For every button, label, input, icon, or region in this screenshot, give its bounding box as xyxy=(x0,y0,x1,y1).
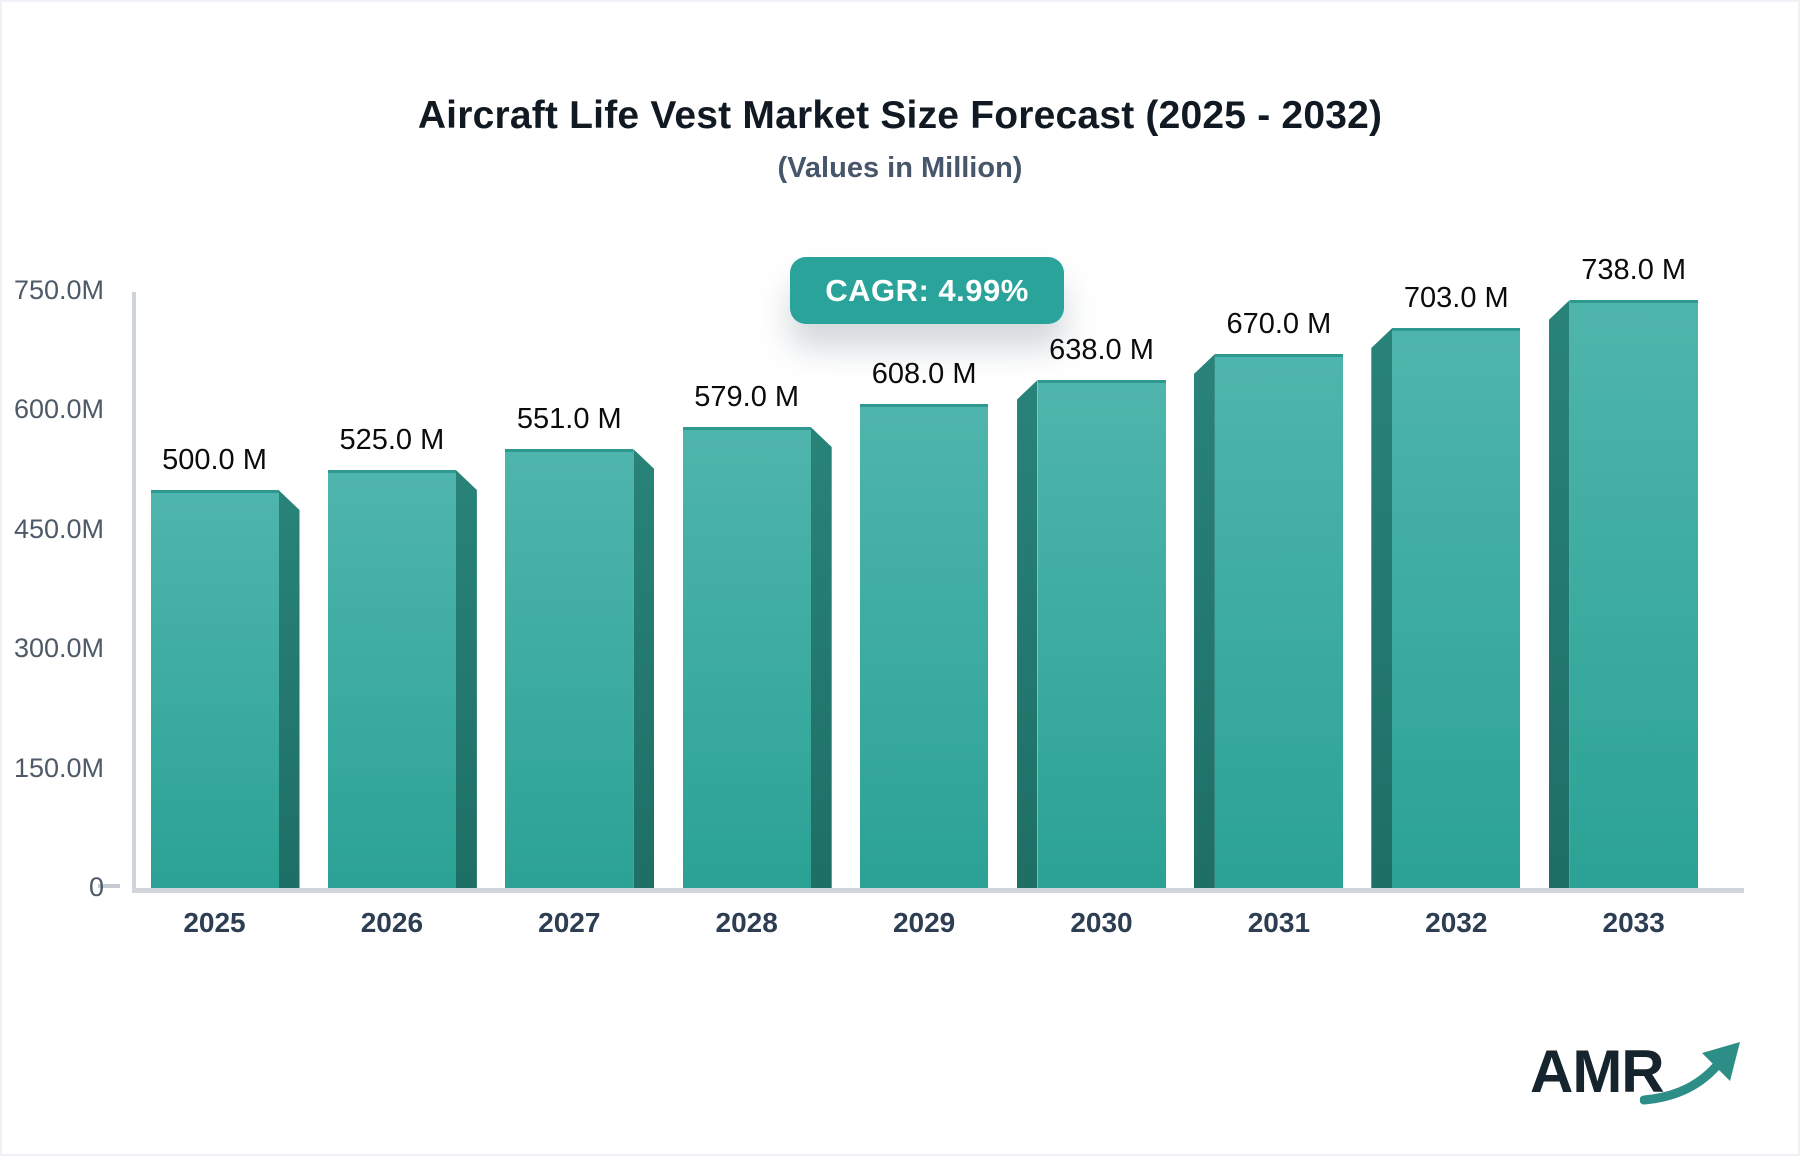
amr-logo: AMR xyxy=(1530,1038,1744,1105)
bar-value-label: 738.0 M xyxy=(1581,254,1687,286)
x-axis-baseline xyxy=(132,888,1744,893)
y-axis-tick-label: 750.0M xyxy=(13,274,104,305)
bar-3d-side xyxy=(1548,300,1570,888)
x-axis-tick-label: 2025 xyxy=(183,907,246,938)
zero-tick-mark xyxy=(98,884,120,888)
bar-2030[interactable] xyxy=(1037,380,1166,888)
chart-title: Aircraft Life Vest Market Size Forecast … xyxy=(417,94,1383,137)
bar-value-label: 638.0 M xyxy=(1049,334,1154,366)
bar-value-label: 500.0 M xyxy=(162,444,267,476)
x-axis-tick-label: 2026 xyxy=(360,907,424,938)
bar-2033[interactable] xyxy=(1569,300,1698,888)
bar-3d-side xyxy=(633,449,655,888)
bar-3d-side xyxy=(1193,354,1215,888)
cagr-badge: CAGR: 4.99% xyxy=(790,257,1064,324)
growth-arrow-icon xyxy=(1639,1042,1740,1105)
y-axis-tick-label: 450.0M xyxy=(13,513,104,544)
y-axis-tick-label: 0 xyxy=(88,872,104,902)
chart-subtitle: (Values in Million) xyxy=(777,152,1023,184)
bar-3d-side xyxy=(810,427,832,888)
x-axis-tick-label: 2028 xyxy=(715,907,778,938)
bar-value-label: 703.0 M xyxy=(1403,282,1509,314)
bar-3d-side xyxy=(455,470,477,888)
bar-3d-side xyxy=(278,490,300,888)
y-axis-line xyxy=(132,292,136,888)
x-axis-tick-label: 2031 xyxy=(1247,907,1311,938)
bar-value-label: 670.0 M xyxy=(1226,308,1332,340)
x-axis-tick-label: 2033 xyxy=(1602,907,1665,938)
bar-2032[interactable] xyxy=(1392,328,1521,888)
bar-2027[interactable] xyxy=(505,449,634,888)
amr-logo-text: AMR xyxy=(1530,1038,1665,1105)
y-axis-tick-label: 150.0M xyxy=(13,752,104,783)
bar-3d-side xyxy=(1371,328,1393,888)
bar-2031[interactable] xyxy=(1214,354,1343,888)
bar-value-label: 551.0 M xyxy=(516,403,622,435)
y-axis-tick-label: 300.0M xyxy=(13,633,104,663)
x-axis-tick-label: 2032 xyxy=(1425,907,1488,938)
y-axis-tick-label: 600.0M xyxy=(13,394,104,424)
x-axis-tick-label: 2030 xyxy=(1070,907,1133,938)
bar-value-label: 608.0 M xyxy=(871,358,977,390)
bar-2025[interactable] xyxy=(150,490,279,888)
bar-3d-side xyxy=(1016,380,1038,888)
bar-value-label: 579.0 M xyxy=(694,381,800,413)
bar-2029[interactable] xyxy=(860,404,989,888)
bar-2028[interactable] xyxy=(682,427,811,888)
x-axis-tick-label: 2029 xyxy=(892,907,956,938)
bar-2026[interactable] xyxy=(327,470,456,888)
bar-value-label: 525.0 M xyxy=(339,424,445,456)
x-axis-tick-label: 2027 xyxy=(538,907,601,938)
